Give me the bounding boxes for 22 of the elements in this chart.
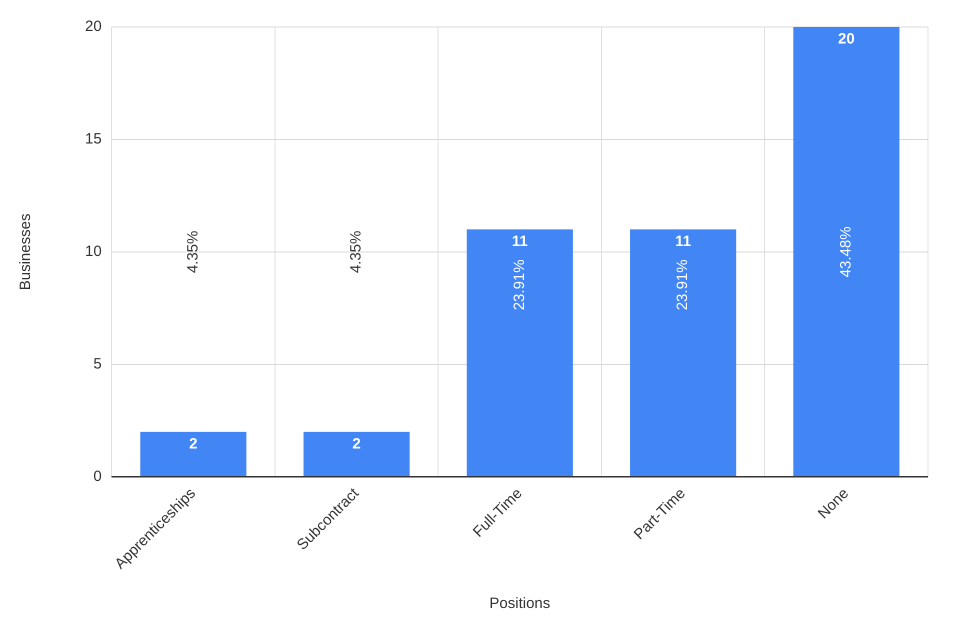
annotation: 4.35%: [348, 230, 365, 274]
annotation: 4.35%: [184, 230, 202, 274]
bar: [304, 432, 410, 476]
bar: [630, 229, 736, 476]
data-label: 11: [675, 233, 692, 250]
annotation: 23.91%: [510, 259, 528, 310]
y-tick-label: 10: [84, 243, 102, 260]
y-tick-label: 15: [84, 130, 102, 148]
bar: [140, 432, 246, 476]
bar: [793, 27, 900, 476]
annotation: 43.48%: [838, 226, 855, 278]
y-tick-label: 0: [93, 468, 102, 485]
data-label: 11: [512, 233, 528, 250]
data-label: 20: [838, 30, 855, 48]
y-tick-label: 5: [93, 355, 102, 372]
data-label: 2: [189, 435, 198, 452]
y-axis-title: Businesses: [17, 214, 34, 290]
annotation: 23.91%: [674, 259, 692, 310]
bar: [466, 229, 573, 476]
data-label: 2: [352, 435, 361, 452]
x-axis-title: Positions: [489, 595, 550, 612]
y-tick-label: 20: [84, 18, 102, 36]
